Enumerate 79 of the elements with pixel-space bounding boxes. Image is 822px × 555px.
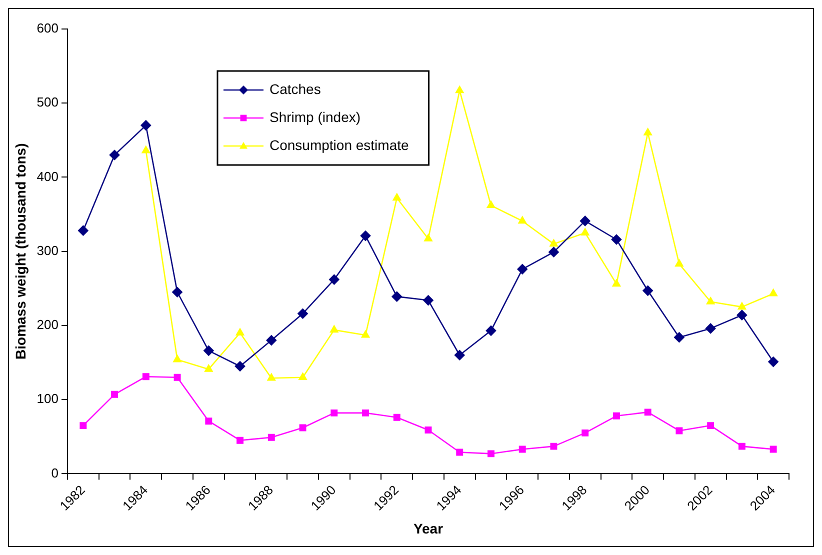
point <box>644 408 652 416</box>
point <box>173 354 182 362</box>
point <box>204 364 213 372</box>
point <box>78 225 88 236</box>
point <box>674 332 684 342</box>
y-tick-label: 300 <box>36 242 58 258</box>
point <box>738 442 746 450</box>
legend-label: Shrimp (index) <box>269 108 361 125</box>
point <box>392 291 402 302</box>
point <box>393 414 400 421</box>
point <box>486 200 496 208</box>
point <box>675 259 684 267</box>
y-tick-label: 200 <box>36 317 58 332</box>
point <box>174 374 181 381</box>
point <box>172 286 182 298</box>
point <box>769 288 778 296</box>
point <box>518 216 526 224</box>
point <box>330 409 338 416</box>
point <box>140 120 152 131</box>
point <box>454 350 465 360</box>
point <box>424 426 432 434</box>
point <box>328 274 340 285</box>
point <box>550 442 558 450</box>
point <box>612 412 620 420</box>
point <box>424 234 432 242</box>
point <box>550 239 558 247</box>
y-tick-label: 500 <box>36 94 58 110</box>
point <box>517 264 528 274</box>
point <box>611 234 622 245</box>
point <box>705 323 716 334</box>
point <box>706 297 715 304</box>
point <box>548 246 559 258</box>
point <box>736 310 748 320</box>
point <box>268 434 275 441</box>
point <box>518 446 526 453</box>
legend-label: Catches <box>269 80 321 97</box>
point <box>644 128 652 136</box>
point <box>768 356 778 367</box>
point <box>205 418 212 425</box>
point <box>580 228 590 236</box>
y-tick-label: 0 <box>51 465 58 480</box>
point <box>676 427 683 434</box>
point <box>266 335 277 346</box>
point <box>234 361 246 372</box>
point <box>360 230 371 241</box>
point <box>770 446 777 453</box>
point <box>362 409 369 416</box>
point <box>486 326 496 336</box>
point <box>392 193 401 201</box>
point <box>142 373 150 380</box>
point <box>299 424 306 432</box>
point <box>80 422 87 430</box>
point <box>456 86 464 94</box>
point <box>582 429 589 436</box>
y-axis-title: Biomass weight (thousand tons) <box>12 143 28 360</box>
point <box>298 372 307 380</box>
point <box>204 346 214 356</box>
point <box>423 295 434 306</box>
point <box>580 216 590 226</box>
point <box>236 436 244 444</box>
point <box>642 285 653 296</box>
point <box>236 328 244 336</box>
point <box>738 302 746 310</box>
point <box>361 330 370 338</box>
point <box>142 146 150 154</box>
point <box>488 450 494 458</box>
point <box>330 325 338 333</box>
point <box>456 448 464 456</box>
point <box>612 279 621 287</box>
point <box>707 422 714 430</box>
point <box>298 308 308 319</box>
point <box>109 150 120 160</box>
point <box>267 373 276 381</box>
y-tick-label: 600 <box>36 20 58 36</box>
point <box>111 390 118 398</box>
legend-label: Consumption estimate <box>269 136 409 153</box>
y-tick-label: 400 <box>36 168 58 184</box>
x-axis-title: Year <box>413 520 444 536</box>
y-tick-label: 100 <box>36 391 58 406</box>
